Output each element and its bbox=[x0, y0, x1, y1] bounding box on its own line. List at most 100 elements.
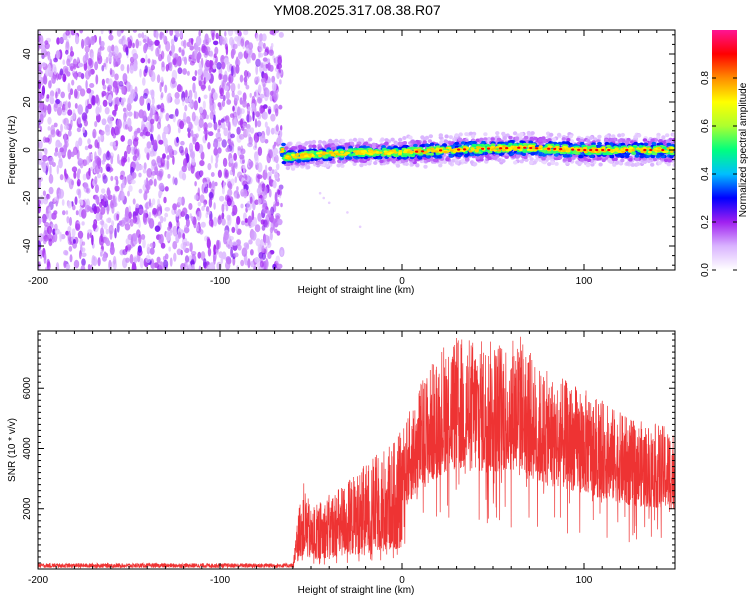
signal-cell bbox=[657, 160, 662, 165]
noise-cell bbox=[259, 133, 266, 144]
noise-cell bbox=[163, 137, 168, 147]
signal-cell bbox=[538, 138, 543, 142]
noise-cell bbox=[256, 120, 262, 128]
noise-cell bbox=[87, 264, 91, 270]
noise-cell bbox=[94, 61, 99, 71]
noise-cell bbox=[195, 133, 199, 139]
noise-cell bbox=[128, 211, 132, 219]
noise-cell bbox=[188, 121, 193, 130]
noise-cell bbox=[103, 62, 106, 68]
noise-cell bbox=[38, 104, 43, 113]
signal-cell bbox=[475, 156, 481, 160]
noise-cell bbox=[203, 258, 207, 268]
signal-cell bbox=[311, 139, 317, 144]
signal-cell bbox=[373, 161, 378, 165]
noise-cell bbox=[145, 201, 148, 211]
noise-cell bbox=[149, 242, 156, 248]
noise-cell bbox=[209, 92, 212, 104]
noise-cell bbox=[130, 179, 136, 185]
noise-cell bbox=[264, 139, 269, 144]
noise-cell bbox=[100, 233, 103, 243]
noise-cell bbox=[63, 117, 69, 126]
noise-cell bbox=[221, 212, 225, 220]
noise-cell bbox=[223, 127, 228, 137]
noise-cell bbox=[127, 111, 133, 117]
noise-cell bbox=[146, 168, 153, 178]
noise-cell bbox=[182, 233, 186, 240]
signal-cell bbox=[402, 136, 407, 140]
noise-cell bbox=[188, 96, 192, 103]
signal-cell bbox=[598, 162, 603, 167]
signal-cell bbox=[579, 141, 585, 146]
noise-cell bbox=[254, 76, 259, 85]
noise-cell bbox=[95, 212, 102, 221]
noise-cell bbox=[194, 90, 198, 100]
noise-cell bbox=[213, 255, 216, 265]
signal-cell bbox=[371, 142, 376, 147]
noise-cell bbox=[52, 228, 56, 235]
noise-cell bbox=[151, 97, 155, 105]
noise-cell bbox=[75, 210, 79, 216]
noise-cell bbox=[203, 202, 206, 208]
noise-cell bbox=[188, 142, 194, 153]
noise-cell bbox=[110, 155, 114, 165]
noise-cell bbox=[50, 129, 56, 138]
noise-cell bbox=[208, 218, 214, 227]
noise-cell bbox=[67, 149, 72, 160]
signal-cell bbox=[628, 158, 633, 162]
noise-cell bbox=[172, 113, 176, 123]
noise-cell bbox=[232, 165, 235, 177]
noise-cell bbox=[153, 114, 158, 122]
noise-cell bbox=[86, 88, 92, 94]
noise-cell bbox=[242, 122, 247, 128]
noise-cell bbox=[56, 106, 63, 116]
signal-cell bbox=[472, 162, 478, 167]
noise-cell bbox=[221, 218, 226, 226]
noise-cell bbox=[65, 49, 69, 55]
noise-cell bbox=[38, 151, 43, 161]
noise-cell bbox=[225, 147, 230, 153]
signal-cell bbox=[518, 133, 524, 138]
noise-cell bbox=[46, 261, 51, 270]
signal-cell bbox=[550, 160, 555, 165]
noise-cell bbox=[102, 99, 108, 107]
noise-cell bbox=[231, 65, 234, 77]
noise-cell bbox=[47, 103, 52, 115]
noise-cell bbox=[207, 142, 211, 150]
noise-cell bbox=[125, 238, 130, 245]
signal-cell bbox=[443, 139, 449, 144]
noise-cell bbox=[74, 103, 78, 109]
noise-cell bbox=[64, 100, 69, 111]
noise-cell bbox=[88, 144, 93, 150]
noise-cell bbox=[209, 102, 214, 112]
noise-cell bbox=[265, 63, 269, 69]
noise-cell bbox=[254, 138, 257, 149]
noise-cell bbox=[39, 113, 44, 125]
noise-cell bbox=[146, 243, 151, 253]
noise-cell bbox=[228, 214, 232, 226]
noise-cell bbox=[65, 30, 70, 36]
noise-cell bbox=[102, 84, 107, 90]
signal-cell bbox=[353, 159, 358, 163]
noise-cell bbox=[180, 140, 185, 146]
noise-cell bbox=[102, 253, 107, 258]
noise-cell bbox=[240, 118, 244, 129]
noise-cell bbox=[59, 174, 64, 181]
signal-cell bbox=[425, 152, 431, 156]
noise-cell bbox=[116, 213, 120, 221]
noise-cell bbox=[81, 221, 85, 226]
noise-cell bbox=[58, 142, 63, 148]
noise-cell bbox=[129, 65, 134, 74]
noise-cell bbox=[227, 188, 233, 197]
noise-cell bbox=[133, 110, 137, 120]
noise-cell bbox=[143, 179, 147, 186]
signal-cell bbox=[650, 162, 655, 167]
noise-cell bbox=[254, 199, 259, 205]
noise-cell bbox=[42, 147, 48, 153]
noise-cell bbox=[260, 62, 264, 68]
noise-cell bbox=[217, 102, 222, 108]
noise-cell bbox=[67, 82, 71, 93]
noise-cell bbox=[208, 84, 211, 92]
noise-cell bbox=[180, 249, 183, 256]
noise-cell bbox=[69, 88, 74, 96]
